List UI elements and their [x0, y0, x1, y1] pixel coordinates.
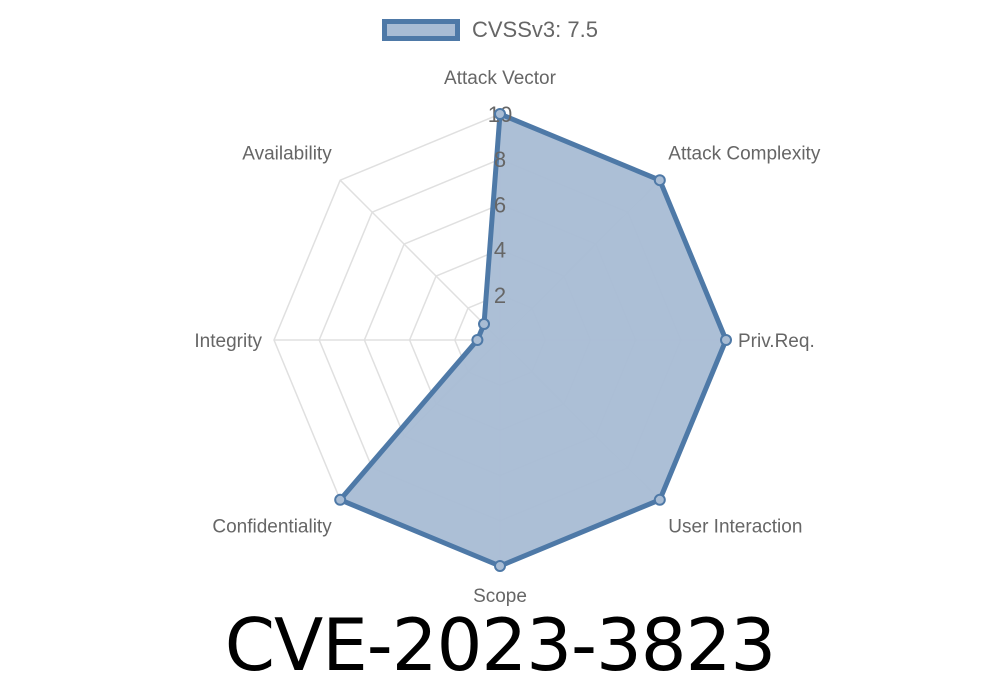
- tick-label: 8: [494, 147, 506, 172]
- tick-label: 2: [494, 283, 506, 308]
- axis-label: Scope: [473, 586, 527, 607]
- axis-label: Attack Complexity: [668, 144, 821, 165]
- legend-swatch: [382, 19, 460, 41]
- data-point: [471, 334, 484, 346]
- axis-label: Confidentiality: [212, 516, 332, 537]
- chart-title: CVE-2023-3823: [224, 603, 776, 687]
- data-point: [334, 493, 347, 506]
- legend-label: CVSSv3: 7.5: [472, 17, 598, 42]
- axis-label: Integrity: [194, 331, 262, 352]
- axis-label: Availability: [242, 144, 332, 165]
- data-point: [653, 493, 666, 506]
- axis-label: User Interaction: [668, 516, 802, 537]
- data-point: [494, 560, 506, 572]
- legend[interactable]: CVSSv3: 7.5: [382, 17, 598, 43]
- data-point: [478, 318, 491, 331]
- data-point: [653, 174, 666, 187]
- axis-label: Attack Vector: [444, 68, 557, 89]
- data-point: [720, 334, 732, 346]
- tick-label: 4: [494, 238, 506, 263]
- grid-spoke: [339, 179, 501, 341]
- axis-label: Priv.Req.: [738, 331, 815, 352]
- data-point: [494, 108, 506, 120]
- tick-label: 6: [494, 192, 506, 217]
